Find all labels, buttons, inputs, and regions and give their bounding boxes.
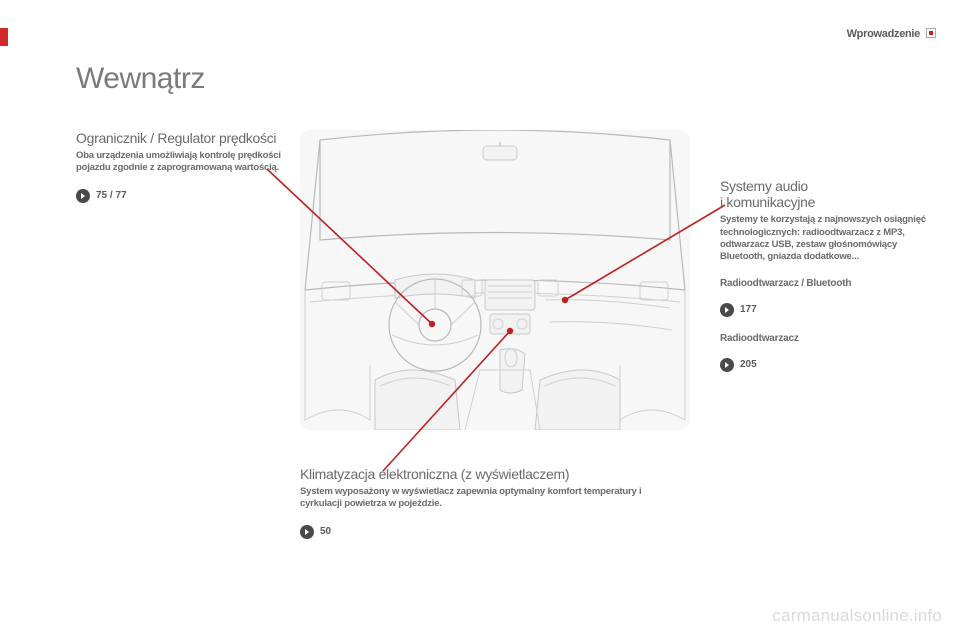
page-ref-icon <box>720 358 734 372</box>
speed-ref: 75 / 77 <box>96 190 127 201</box>
climate-body: System wyposażony w wyświetlacz zapewnia… <box>300 486 680 511</box>
audio-sub-radio: Radioodtwarzacz 205 <box>720 333 930 372</box>
audio-body: Systemy te korzystają z najnowszych osią… <box>720 214 930 263</box>
audio-heading-line2: i komunikacyjne <box>720 194 815 210</box>
page-ref-icon <box>76 189 90 203</box>
speed-body: Oba urządzenia umożliwiają kontrolę pręd… <box>76 150 306 175</box>
watermark: carmanualsonline.info <box>772 606 942 626</box>
climate-ref-row: 50 <box>300 525 680 539</box>
page-ref-icon <box>720 303 734 317</box>
audio-sub1-ref-row: 177 <box>720 303 930 317</box>
page-marker-icon <box>926 28 936 38</box>
speed-ref-row: 75 / 77 <box>76 189 306 203</box>
speed-heading: Ogranicznik / Regulator prędkości <box>76 130 306 146</box>
audio-sub2-label: Radioodtwarzacz <box>720 333 930 344</box>
section-speed-limiter: Ogranicznik / Regulator prędkości Oba ur… <box>76 130 306 203</box>
audio-heading: Systemy audio i komunikacyjne <box>720 178 930 210</box>
audio-sub1-ref: 177 <box>740 304 757 315</box>
page-title: Wewnątrz <box>76 62 205 96</box>
audio-sub2-ref-row: 205 <box>720 358 930 372</box>
audio-sub1-label: Radioodtwarzacz / Bluetooth <box>720 278 930 289</box>
audio-heading-line1: Systemy audio <box>720 178 808 194</box>
accent-bar <box>0 28 8 46</box>
audio-sub-bluetooth: Radioodtwarzacz / Bluetooth 177 <box>720 278 930 317</box>
climate-ref: 50 <box>320 526 331 537</box>
interior-diagram: .ln { fill: none; stroke: #b8b8b8; strok… <box>300 130 690 430</box>
audio-sub2-ref: 205 <box>740 359 757 370</box>
page-category: Wprowadzenie <box>847 28 920 40</box>
section-audio: Systemy audio i komunikacyjne Systemy te… <box>720 178 930 372</box>
climate-heading: Klimatyzacja elektroniczna (z wyświetlac… <box>300 466 680 482</box>
section-climate: Klimatyzacja elektroniczna (z wyświetlac… <box>300 466 680 539</box>
page-ref-icon <box>300 525 314 539</box>
